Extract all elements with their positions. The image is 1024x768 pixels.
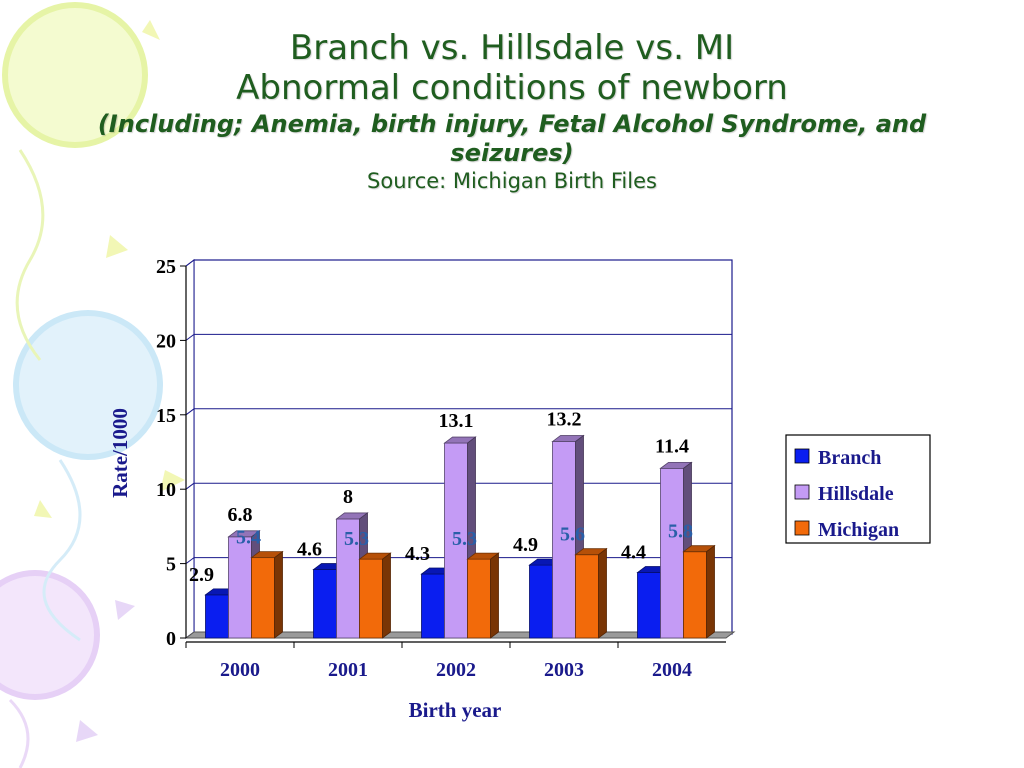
data-label-branch: 4.9 [513,534,538,556]
slide-subtitle: Abnormal conditions of newborn [236,68,788,108]
confetti-decoration [106,235,128,258]
bar-front [683,551,707,639]
bar-side [598,547,607,639]
data-label-hillsdale: 13.1 [439,410,474,432]
confetti-decoration [160,470,185,492]
confetti-decoration [76,720,98,742]
data-label-hillsdale: 6.8 [228,504,253,526]
y-tick-label: 15 [156,405,176,427]
bar-front [467,558,491,639]
chart-axes: 0 5 10 15 20 25 2000 2001 2002 2003 2004 [156,256,726,681]
bar-front [359,558,383,639]
data-label-branch: 4.3 [405,543,430,565]
bar-michigan-2000 [250,550,284,639]
data-label-michigan: 5.3 [452,528,477,550]
data-label-michigan: 5.4 [236,527,261,549]
yellow-balloon-decoration [2,2,148,148]
data-label-hillsdale: 11.4 [655,435,689,457]
y-tick-label: 20 [156,330,176,352]
x-axis-title: Birth year [409,698,502,722]
slide-source: Source: Michigan Birth Files [367,169,657,193]
legend-label-branch: Branch [818,447,881,469]
x-tick-label: 2000 [220,659,260,681]
bar-front [529,564,553,639]
bar-front [660,467,684,639]
x-tick-label: 2002 [436,659,476,681]
confetti-decoration [34,500,52,518]
confetti-decoration [142,20,160,40]
bar-michigan-2002 [466,552,500,639]
y-tick-label: 0 [166,628,176,650]
gridline-side [185,557,195,564]
bar-front [205,594,229,639]
data-label-michigan: 5.8 [668,521,693,543]
slide-title-block: Branch vs. Hillsdale vs. MI Abnormal con… [40,28,984,194]
chart-bars [204,434,716,639]
legend-swatch-michigan [794,520,810,536]
bar-front [251,557,275,639]
confetti-decoration [115,600,135,620]
slide-title: Branch vs. Hillsdale vs. MI [289,28,735,68]
data-label-hillsdale: 8 [343,486,353,508]
bar-front [637,572,661,639]
legend-swatch-branch [794,448,810,464]
gridline-side [185,482,195,490]
data-label-branch: 2.9 [189,564,214,586]
y-tick-label: 5 [166,554,176,576]
bar-michigan-2003 [574,547,608,639]
legend-label-hillsdale: Hillsdale [818,483,894,505]
balloon-string-decoration [42,459,82,642]
data-label-michigan: 5.6 [560,524,585,546]
bar-side [382,552,391,639]
bar-front [228,536,252,639]
gridline-side [185,259,195,267]
bar-side [274,550,283,639]
balloon-string-decoration [8,698,30,768]
chart-data-labels: 2.9 6.85.4 4.6 8 5.3 4.3 13.1 5.3 4.9 13.2 5.6 4.4 1… [189,409,693,586]
y-axis-title: Rate/1000 [108,408,132,498]
legend-frame [785,434,931,544]
y-tick-label: 10 [156,479,176,501]
bar-front [421,573,445,639]
purple-balloon-decoration [0,570,100,700]
bar-side [490,552,499,639]
gridline-side [185,408,195,416]
data-label-branch: 4.6 [297,539,322,561]
data-label-branch: 4.4 [621,542,646,564]
data-label-hillsdale: 13.2 [547,409,582,431]
bar-front [313,569,337,639]
chart-legend: Branch Hillsdale Michigan [785,434,931,544]
bar-front [575,554,599,639]
x-tick-label: 2004 [652,659,692,681]
x-tick-label: 2003 [544,659,584,681]
legend-label-michigan: Michigan [818,519,899,541]
y-tick-label: 25 [156,256,176,278]
balloon-string-decoration [15,149,45,361]
data-label-michigan: 5.3 [344,528,369,550]
blue-balloon-decoration [13,310,163,460]
bar-michigan-2004 [682,544,716,639]
slide-description: (Including; Anemia, birth injury, Fetal … [97,110,927,167]
bar-side [706,544,715,639]
x-tick-label: 2001 [328,659,368,681]
gridline-side [185,333,195,341]
bar-michigan-2001 [358,552,392,639]
legend-swatch-hillsdale [794,484,810,500]
